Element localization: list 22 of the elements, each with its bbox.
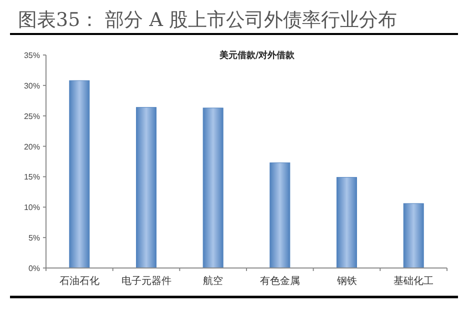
- y-tick-label: 10%: [24, 203, 40, 212]
- x-tick-label: 电子元器件: [121, 275, 172, 287]
- chart-title: 图表35： 部分 A 股上市公司外债率行业分布: [18, 9, 398, 31]
- bar: [202, 108, 224, 268]
- chart-subtitle: 美元借款/对外借款: [218, 50, 296, 61]
- x-tick-label: 钢铁: [336, 275, 357, 287]
- x-tick-label: 基础化工: [394, 275, 434, 287]
- y-tick-label: 25%: [24, 112, 40, 121]
- x-tick-label: 航空: [203, 275, 224, 287]
- x-tick-label: 有色金属: [260, 275, 300, 287]
- bar: [403, 203, 424, 268]
- y-tick-label: 0%: [28, 264, 40, 273]
- y-tick-label: 30%: [24, 81, 40, 90]
- bar: [69, 80, 90, 268]
- y-tick-label: 15%: [24, 172, 40, 182]
- y-tick-label: 20%: [24, 142, 40, 152]
- bar: [136, 107, 156, 268]
- x-tick-label: 石油石化: [59, 275, 100, 287]
- bar: [270, 162, 290, 268]
- y-tick-label: 5%: [28, 234, 40, 243]
- y-tick-label: 35%: [24, 51, 40, 60]
- bar: [336, 177, 357, 268]
